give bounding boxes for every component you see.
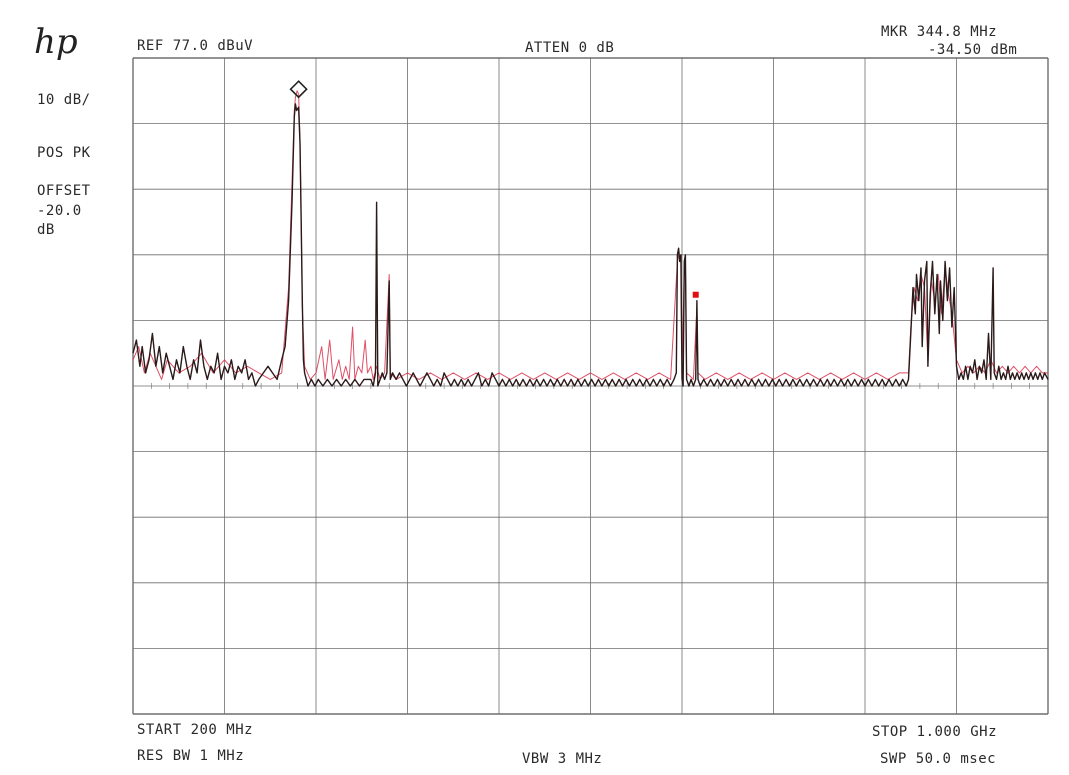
peak-marker-diamond xyxy=(289,80,308,99)
offset-value: -20.0 xyxy=(37,203,82,219)
stop-frequency: STOP 1.000 GHz xyxy=(872,724,998,740)
resolution-bandwidth: RES BW 1 MHz xyxy=(137,748,245,764)
start-frequency: START 200 MHz xyxy=(137,722,254,738)
offset-unit: dB xyxy=(37,222,55,238)
hp-logo: hp xyxy=(34,22,78,62)
video-bandwidth: VBW 3 MHz xyxy=(522,751,603,767)
trace-dark-series xyxy=(132,103,1049,387)
offset-label: OFFSET xyxy=(37,183,91,199)
detector-mode: POS PK xyxy=(37,145,91,161)
sweep-time: SWP 50.0 msec xyxy=(880,751,997,767)
red-marker-dot xyxy=(692,291,699,298)
marker-frequency: MKR 344.8 MHz xyxy=(881,24,998,40)
reference-level: REF 77.0 dBuV xyxy=(137,38,254,54)
marker-level: -34.50 dBm xyxy=(928,42,1018,58)
scale-per-division: 10 dB/ xyxy=(37,92,91,108)
attenuation: ATTEN 0 dB xyxy=(525,40,615,56)
